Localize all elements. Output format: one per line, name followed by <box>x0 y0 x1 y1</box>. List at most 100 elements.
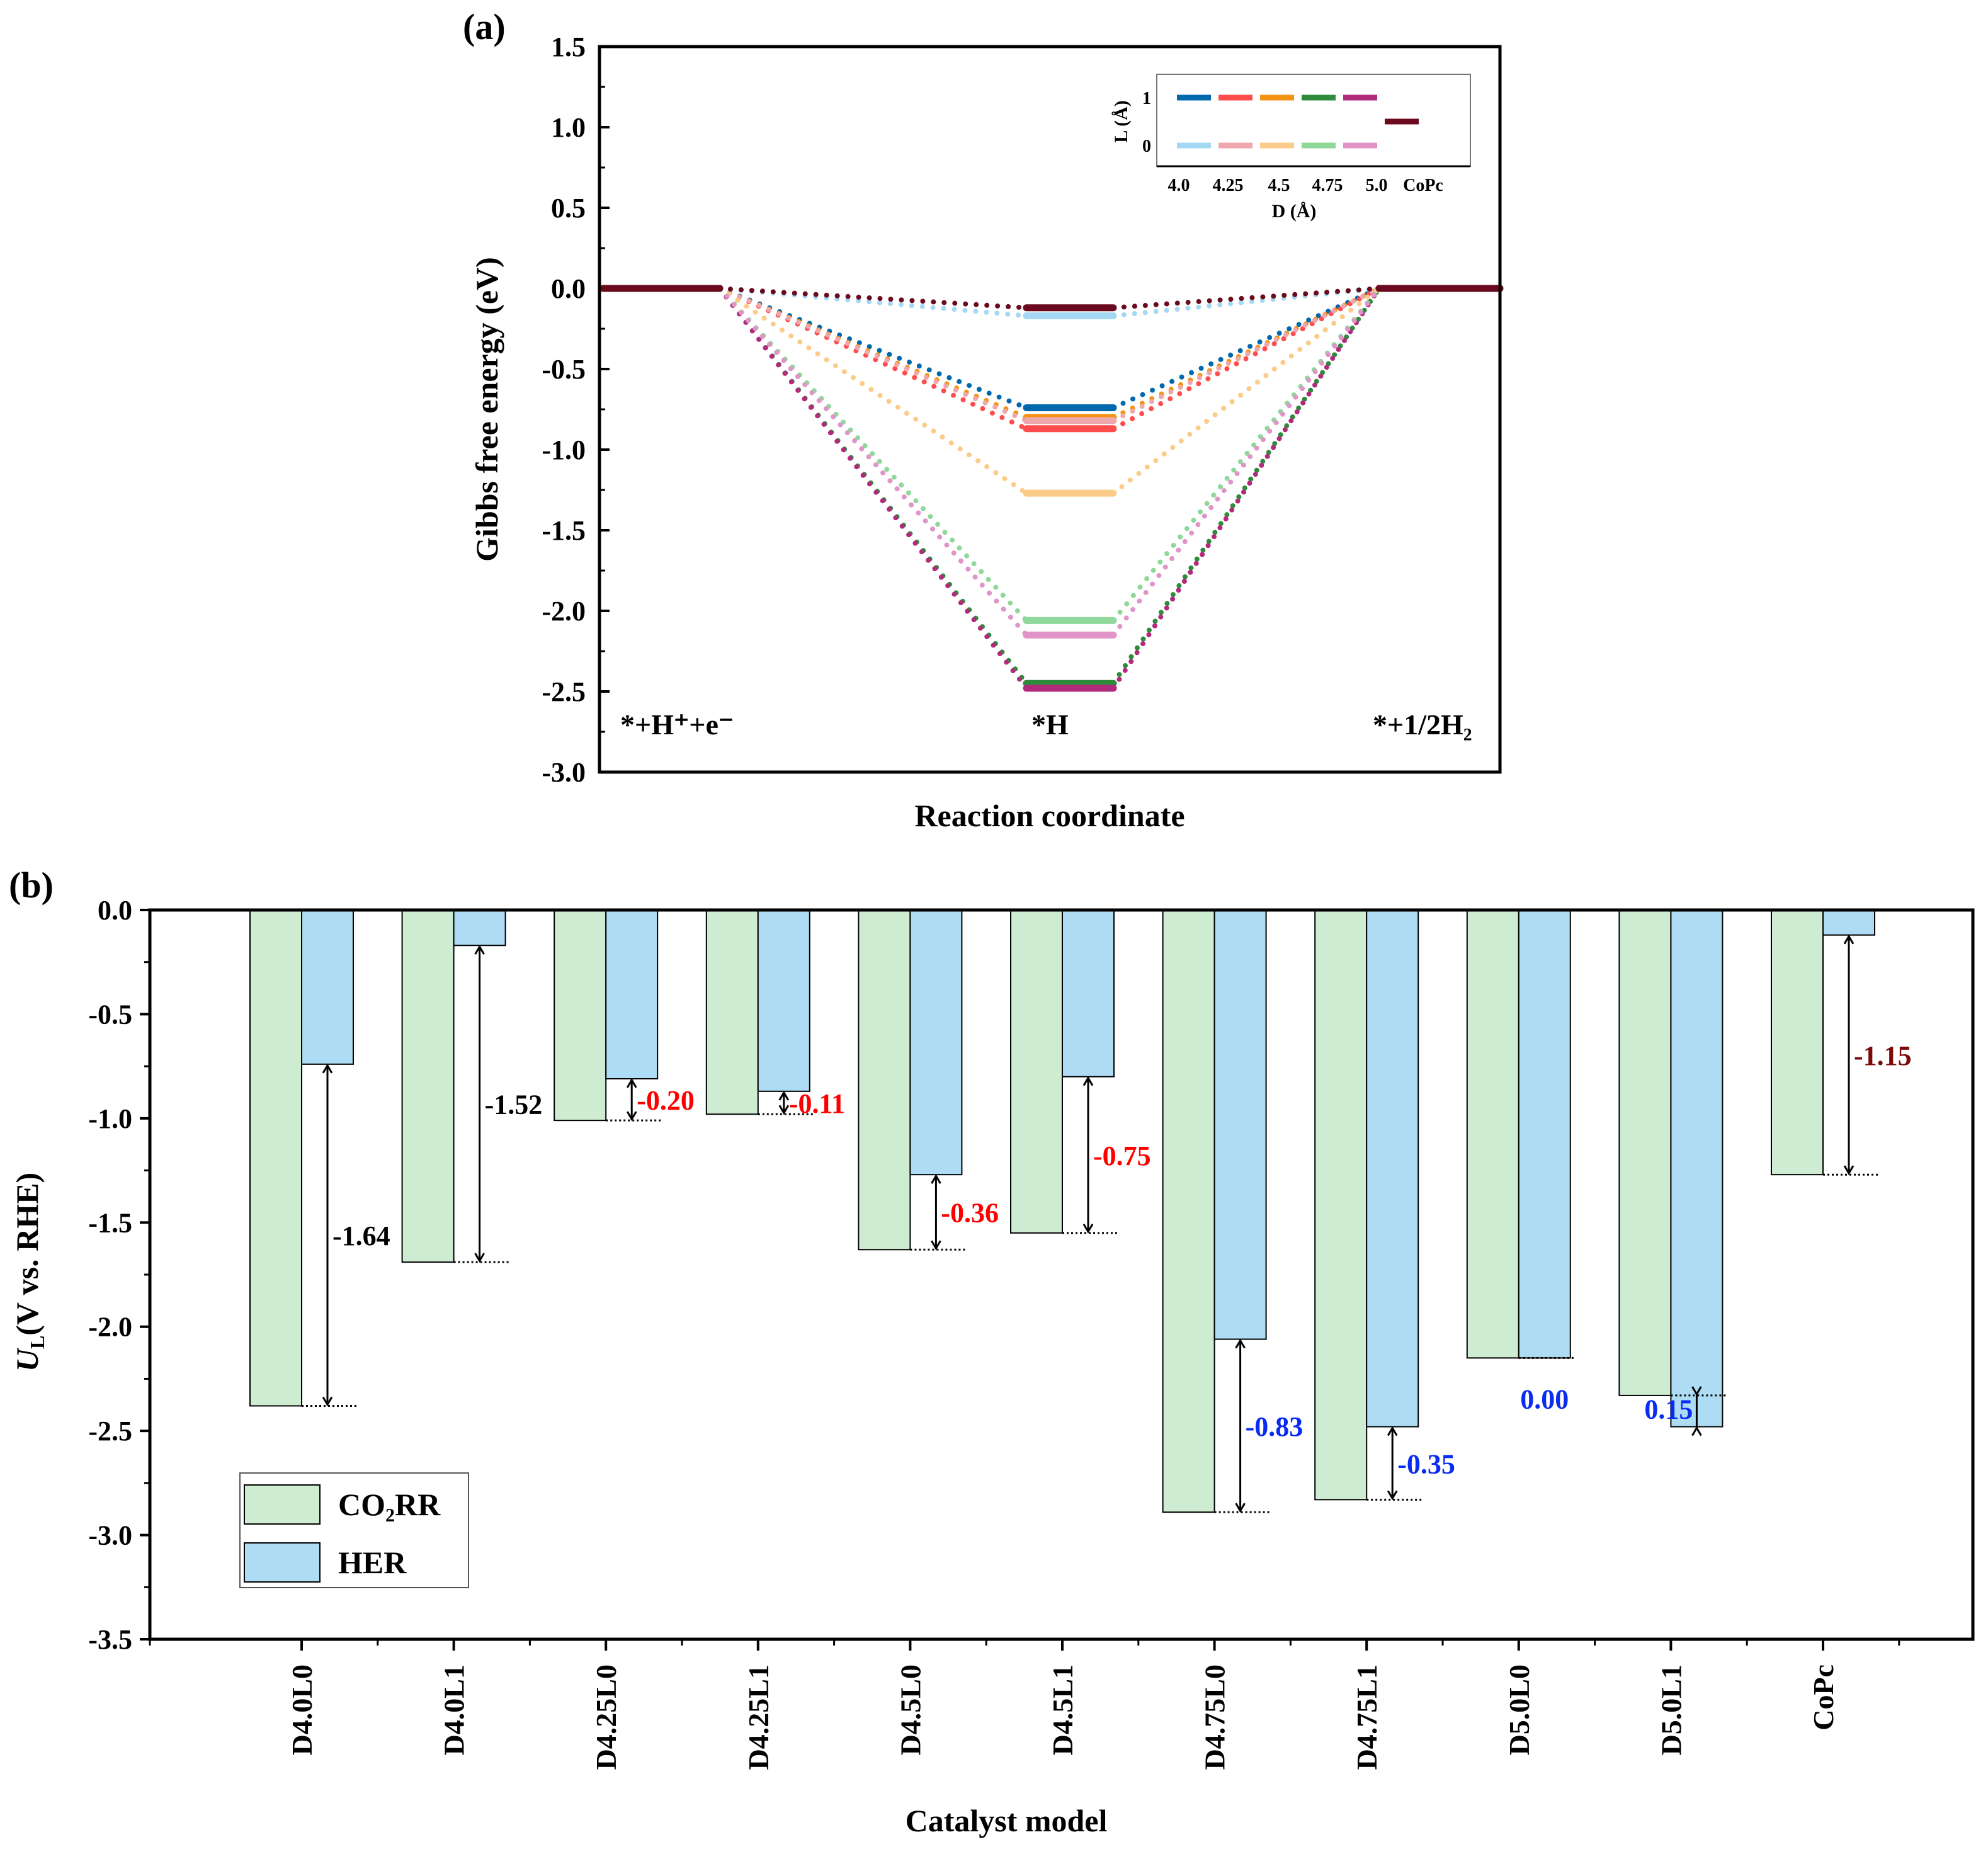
inset-y-title: L (Å) <box>1111 100 1132 143</box>
bar-co2rr-D5.0L0 <box>1466 909 1519 1359</box>
y-axis-title-b: UL(V vs. RHE) <box>9 1173 48 1372</box>
bar-co2rr-D4.5L0 <box>858 909 911 1251</box>
x-tick-label: D4.0L0 <box>286 1664 318 1755</box>
inset-x-tick-label: 4.75 <box>1312 176 1343 195</box>
difference-label: -1.15 <box>1854 1040 1912 1071</box>
legend-swatch-co2rr <box>244 1484 321 1525</box>
y-tick-label: -1.5 <box>542 515 586 546</box>
y-tick-label: -3.0 <box>88 1520 132 1551</box>
y-title-main: U <box>9 1347 45 1372</box>
connector-D4.25L0 <box>1111 286 1382 423</box>
arrowhead-icon <box>474 945 485 1263</box>
bar-her-D4.0L0 <box>301 909 354 1065</box>
y-tick-label: -2.5 <box>88 1416 132 1447</box>
arrowhead-icon <box>778 1090 790 1115</box>
y-tick-label: -2.5 <box>542 676 586 707</box>
connector-D4.0L0 <box>717 286 1029 319</box>
bar-co2rr-D5.0L1 <box>1618 909 1672 1396</box>
bar-her-CoPc <box>1822 909 1875 936</box>
inset-x-tick-label: 4.0 <box>1168 176 1190 195</box>
bar-her-D5.0L0 <box>1518 909 1571 1359</box>
connector-CoPc <box>1111 286 1382 310</box>
arrowhead-icon <box>1691 1386 1702 1436</box>
connector-D4.5L1 <box>717 286 1029 420</box>
y-tick-label: -3.5 <box>88 1624 132 1655</box>
y-tick-label: 0.0 <box>551 273 586 304</box>
legend-label-her: HER <box>338 1545 407 1580</box>
inset-x-title: D (Å) <box>1272 201 1317 222</box>
legend-swatch-her <box>244 1542 321 1583</box>
connector-D5.0L1 <box>717 286 1029 691</box>
x-tick-label: D4.0L1 <box>438 1664 470 1755</box>
y-tick-label: 1.0 <box>551 112 586 143</box>
bar-co2rr-D4.5L1 <box>1010 909 1063 1234</box>
inset-y-tick-label: 1 <box>1142 89 1151 108</box>
bar-co2rr-D4.0L1 <box>401 909 455 1263</box>
inset-x-tick-label: CoPc <box>1403 176 1443 195</box>
x-axis-title-b: Catalyst model <box>906 1803 1108 1838</box>
arrowhead-icon <box>1843 934 1855 1176</box>
x-tick-label: D4.75L0 <box>1199 1664 1231 1770</box>
bar-co2rr-D4.75L0 <box>1162 909 1215 1513</box>
panel-b: (b) 0.0 -0.5 -1.0 -1.5 -2.0 -2.5 -3.0 -3.5 -1.64 D… <box>9 865 1975 1838</box>
bar-co2rr-D4.25L0 <box>554 909 607 1122</box>
x-tick-label: D4.75L1 <box>1351 1664 1383 1770</box>
difference-label: -1.52 <box>485 1089 543 1120</box>
bar-her-D4.5L0 <box>909 909 963 1176</box>
x-tick-label: D4.25L0 <box>590 1664 622 1770</box>
y-title-rest: (V vs. RHE) <box>9 1173 45 1336</box>
difference-label: -1.64 <box>332 1220 390 1251</box>
legend-label-co2rr: CO₂RR <box>338 1487 441 1522</box>
difference-label: -0.75 <box>1093 1140 1151 1171</box>
bar-her-D4.75L0 <box>1213 909 1267 1340</box>
x-tick-label: D4.25L1 <box>742 1664 775 1770</box>
x-tick-label: D4.5L0 <box>894 1664 926 1755</box>
y-tick-label: -0.5 <box>88 999 132 1030</box>
y-tick-label: -1.5 <box>88 1207 132 1238</box>
y-tick-label: -0.5 <box>542 354 586 385</box>
connector-D4.5L0 <box>1111 286 1382 496</box>
y-tick-label: -2.0 <box>542 596 586 627</box>
bar-her-D4.25L0 <box>605 909 659 1079</box>
bar-co2rr-D4.0L0 <box>249 909 302 1407</box>
difference-label: -0.83 <box>1246 1411 1304 1442</box>
y-tick-label: -2.0 <box>88 1312 132 1343</box>
y-tick-label: 0.0 <box>98 895 132 926</box>
bar-co2rr-D4.25L1 <box>705 909 759 1115</box>
difference-label: -0.11 <box>789 1088 845 1119</box>
connector-D4.25L1 <box>717 286 1029 431</box>
inset-x-tick-label: 4.25 <box>1213 176 1244 195</box>
legend: CO₂RR HER <box>239 1472 469 1588</box>
y-tick-label: 1.5 <box>551 31 586 62</box>
y-tick-label: -1.0 <box>542 435 586 465</box>
arrowhead-icon <box>322 1063 333 1407</box>
y-tick-label: 0.5 <box>551 193 586 224</box>
arrowhead-icon <box>931 1174 941 1251</box>
inset-frame <box>1156 74 1471 167</box>
bar-co2rr-D4.75L1 <box>1314 909 1368 1501</box>
x-axis-title-a: Reaction coordinate <box>914 798 1184 833</box>
connector-D4.25L0 <box>717 286 1029 423</box>
connector-D4.0L0 <box>1111 286 1382 319</box>
panel-label-b: (b) <box>9 865 54 906</box>
difference-label: -0.36 <box>941 1198 999 1229</box>
difference-label: -0.20 <box>637 1085 695 1116</box>
y-title-sub: L <box>26 1336 48 1349</box>
x-tick-label: CoPc <box>1807 1664 1839 1731</box>
plot-frame-b <box>148 908 1975 1641</box>
panel-label-a: (a) <box>463 6 506 47</box>
inset-y-tick-label: 0 <box>1142 137 1151 156</box>
connector-D4.5L0 <box>717 286 1029 496</box>
bar-her-D4.25L1 <box>757 909 810 1092</box>
bar-her-D4.75L1 <box>1366 909 1419 1428</box>
connector-D4.75L1 <box>1111 286 1382 686</box>
inset-x-tick-label: 5.0 <box>1366 176 1388 195</box>
state-label: *+1/2H₂ <box>1373 708 1472 741</box>
state-label: *H <box>1031 708 1069 741</box>
connector-D5.0L0 <box>717 286 1029 638</box>
bar-her-D4.0L1 <box>453 909 506 947</box>
connector-D4.25L1 <box>1111 286 1382 431</box>
y-axis-title-a: Gibbs free energy (eV) <box>469 257 504 562</box>
connector-D5.0L0 <box>1111 286 1382 638</box>
